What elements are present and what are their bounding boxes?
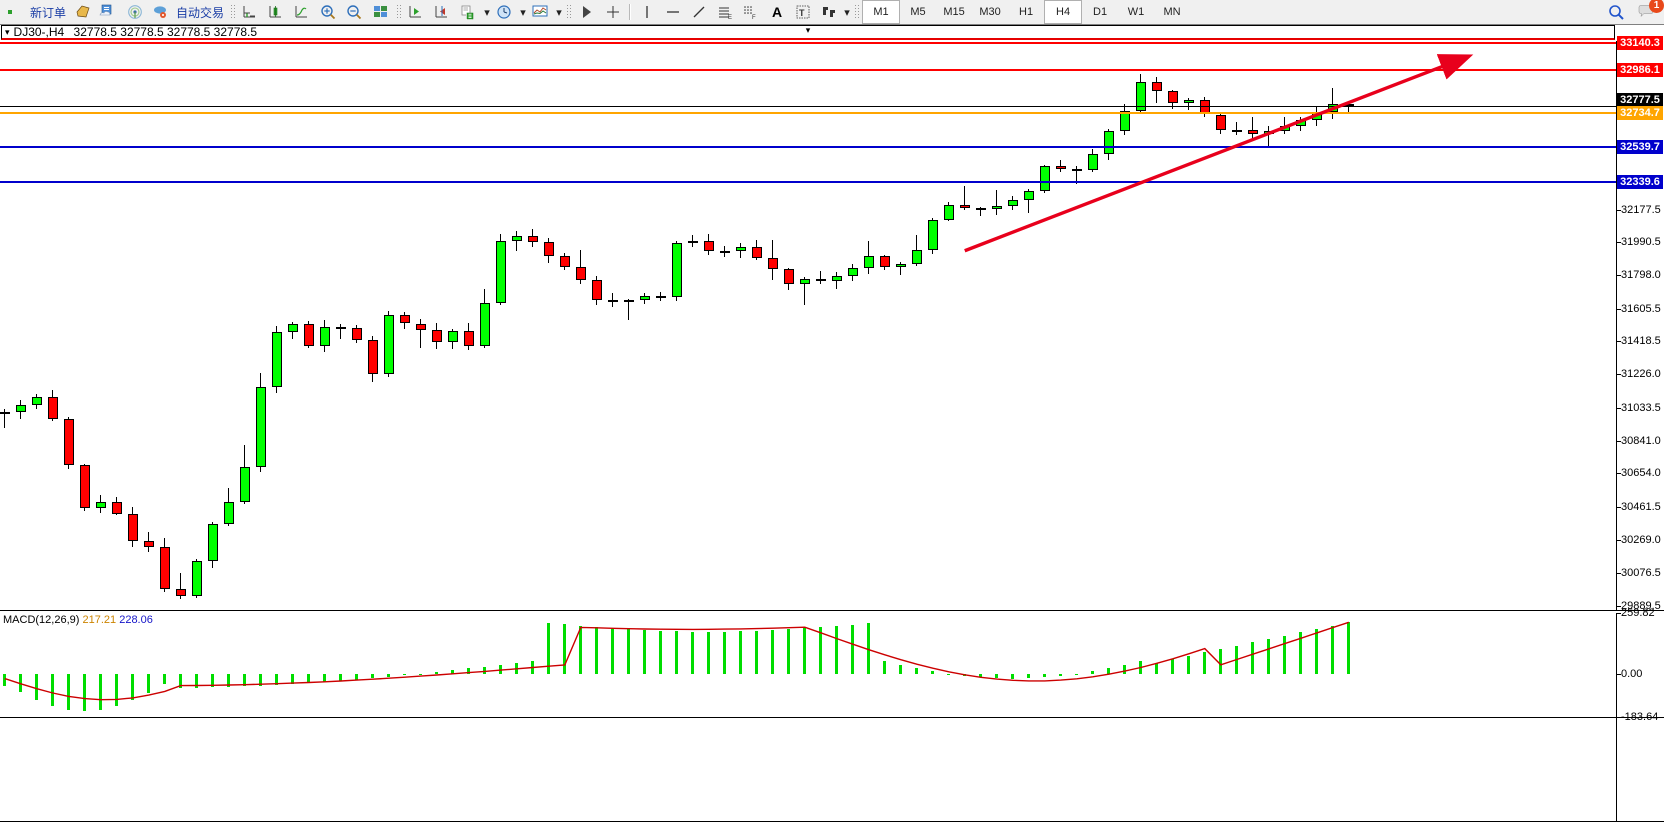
svg-text:E: E [728, 15, 732, 20]
svg-text:T: T [799, 8, 805, 18]
svg-text:F: F [752, 15, 756, 20]
